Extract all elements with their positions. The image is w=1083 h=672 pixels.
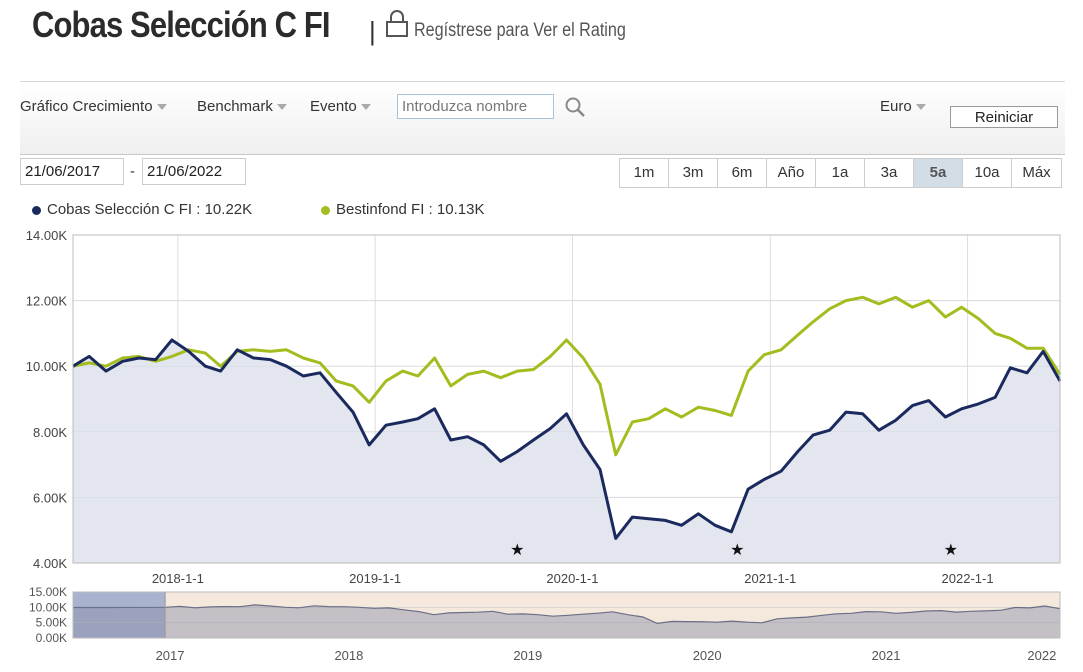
navigator-y-tick-label: 15.00K <box>29 586 67 599</box>
y-tick-label: 6.00K <box>33 490 67 505</box>
legend-name-bestinfond: Bestinfond FI <box>336 201 425 218</box>
navigator-x-tick-label: 2017 <box>156 648 185 663</box>
x-tick-label: 2022-1-1 <box>942 571 994 586</box>
navigator-x-tick-label: 2022 <box>1027 648 1056 663</box>
currency-label: Euro <box>880 98 912 115</box>
search-icon[interactable] <box>564 96 586 118</box>
range-button-1m[interactable]: 1m <box>620 159 669 187</box>
navigator-border <box>72 591 1061 639</box>
currency-select[interactable]: Euro <box>880 98 926 115</box>
series-dot-icon <box>32 205 41 215</box>
range-selector: 1m 3m 6m Año 1a 3a 5a 10a Máx <box>619 158 1062 188</box>
benchmark-menu-label: Benchmark <box>197 98 273 115</box>
range-button-año[interactable]: Año <box>767 159 816 187</box>
navigator-x-tick-label: 2018 <box>334 648 363 663</box>
range-button-10a[interactable]: 10a <box>963 159 1012 187</box>
series-dot-icon <box>321 205 330 215</box>
page-title: Cobas Selección C FI <box>32 4 331 45</box>
legend-value-cobas: 10.22K <box>204 201 253 218</box>
navigator-area <box>73 604 1060 638</box>
lock-icon <box>386 10 408 37</box>
navigator-selected-region[interactable] <box>165 592 1061 638</box>
y-tick-label: 8.00K <box>33 425 67 440</box>
chevron-down-icon <box>276 104 287 111</box>
navigator-y-tick-label: 0.00K <box>36 631 67 645</box>
search-input[interactable] <box>397 94 554 119</box>
range-button-máx[interactable]: Máx <box>1022 164 1051 181</box>
series-line-cobas[interactable] <box>72 338 1062 540</box>
growth-chart[interactable]: 14.00K 12.00K 10.00K 8.00K 6.00K 4.00K 2018-1-… <box>0 226 1083 586</box>
chevron-down-icon <box>360 104 371 111</box>
range-button-1a[interactable]: 1a <box>816 159 865 187</box>
navigator-x-tick-label: 2021 <box>872 648 901 663</box>
x-tick-label: 2019-1-1 <box>349 571 401 586</box>
event-marker-icon[interactable]: ★ <box>510 542 524 559</box>
reset-button[interactable]: Reiniciar <box>950 106 1058 128</box>
benchmark-menu[interactable]: Benchmark <box>197 98 287 115</box>
y-tick-label: 12.00K <box>26 294 68 309</box>
chevron-down-icon <box>156 104 167 111</box>
y-tick-label: 10.00K <box>26 359 68 374</box>
end-date-input[interactable] <box>142 158 246 185</box>
y-tick-label: 4.00K <box>33 556 67 571</box>
x-tick-label: 2020-1-1 <box>546 571 598 586</box>
legend-item-cobas[interactable]: Cobas Selección C FI : 10.22K <box>32 201 252 218</box>
start-date-input[interactable] <box>20 158 124 185</box>
growth-chart-menu-label: Gráfico Crecimiento <box>20 98 153 115</box>
plot-border <box>72 234 1061 564</box>
range-button-6m[interactable]: 6m <box>718 159 767 187</box>
legend-item-bestinfond[interactable]: Bestinfond FI : 10.13K <box>321 201 484 218</box>
navigator-y-tick-label: 5.00K <box>36 616 67 630</box>
event-marker-icon[interactable]: ★ <box>730 542 744 559</box>
x-tick-label: 2018-1-1 <box>152 571 204 586</box>
date-range-dash: - <box>130 163 135 180</box>
range-button-5a[interactable]: 5a <box>914 159 963 187</box>
navigator-unselected-region <box>73 592 166 638</box>
chevron-down-icon <box>915 104 926 111</box>
title-separator: | <box>369 16 376 46</box>
growth-chart-menu[interactable]: Gráfico Crecimiento <box>20 98 167 115</box>
legend-name-cobas: Cobas Selección C FI <box>47 201 193 218</box>
rating-register-link[interactable]: Regístrese para Ver el Rating <box>414 20 626 41</box>
event-marker-icon[interactable]: ★ <box>944 542 958 559</box>
x-tick-label: 2021-1-1 <box>744 571 796 586</box>
event-menu-label: Evento <box>310 98 357 115</box>
navigator-x-tick-label: 2019 <box>513 648 542 663</box>
range-button-3m[interactable]: 3m <box>669 159 718 187</box>
navigator-y-tick-label: 10.00K <box>29 600 67 614</box>
navigator-line <box>73 604 1061 625</box>
event-menu[interactable]: Evento <box>310 98 371 115</box>
range-button-3a[interactable]: 3a <box>865 159 914 187</box>
legend-value-bestinfond: 10.13K <box>436 201 485 218</box>
navigator-x-tick-label: 2020 <box>693 648 722 663</box>
y-tick-label: 14.00K <box>26 228 68 243</box>
series-area-cobas <box>73 340 1060 563</box>
